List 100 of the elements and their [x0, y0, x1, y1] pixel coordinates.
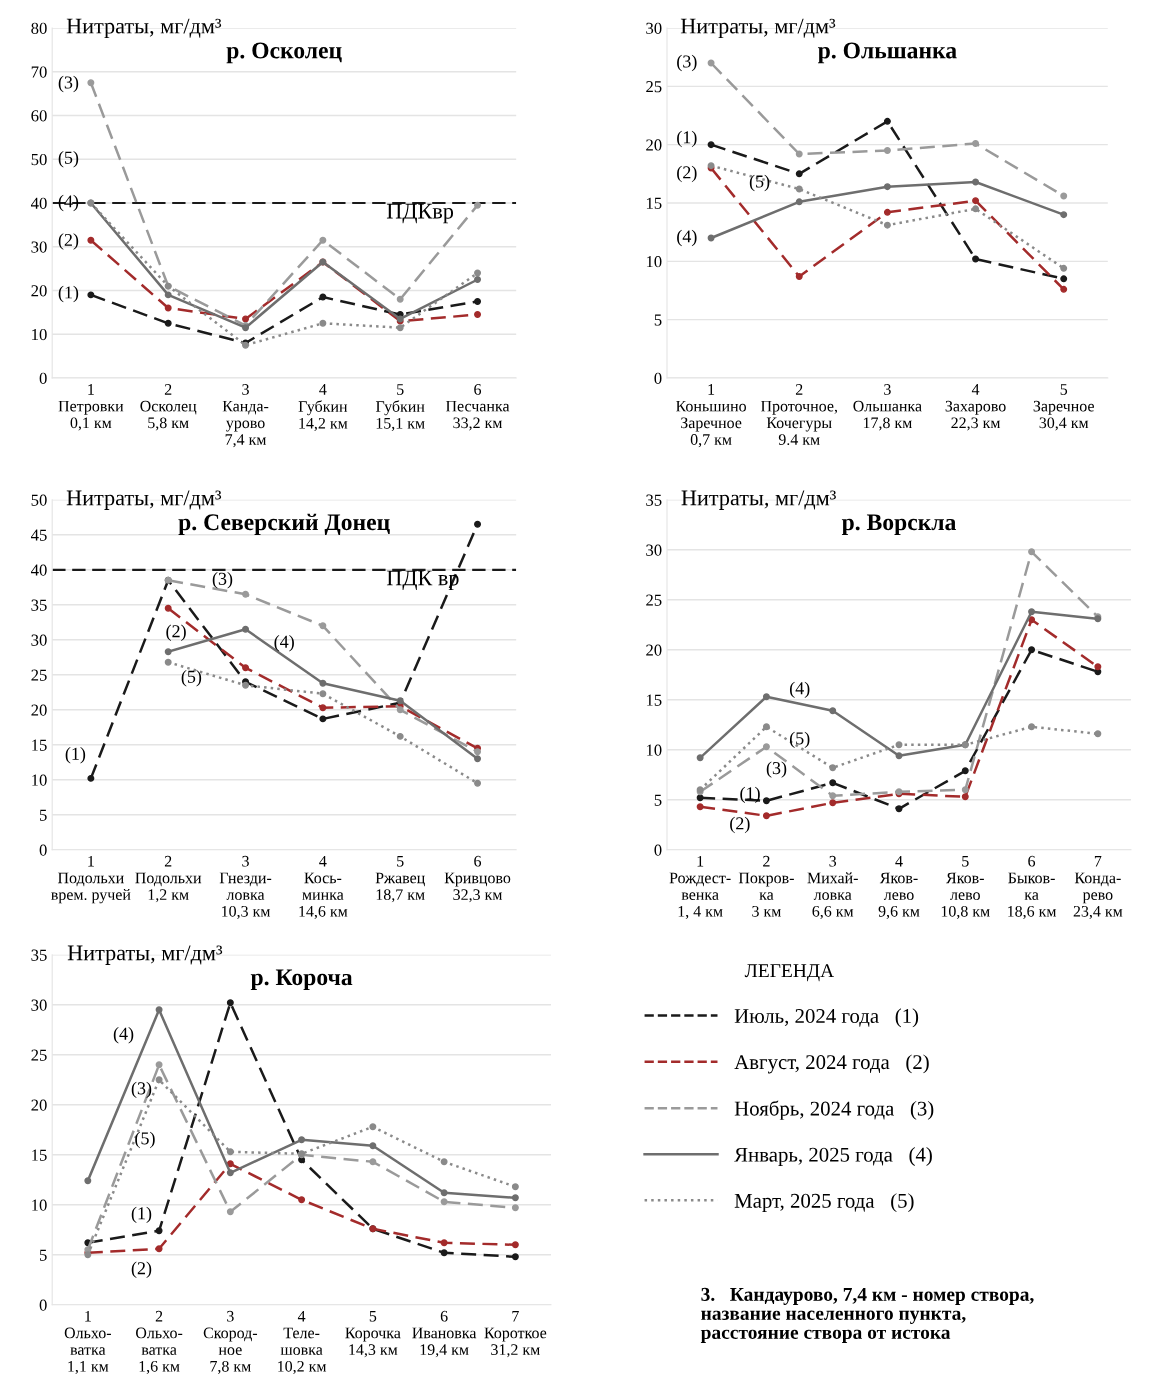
legend-label: Ноябрь, 2024 года (3): [734, 1100, 934, 1120]
y-tick-label: 30: [646, 544, 662, 556]
x-tick-label: 5 Губкин 15,1 км: [375, 384, 425, 431]
x-tick-label: 6 Кривцово 32,3 км: [444, 855, 511, 903]
y-axis-title: Нитраты, мг/дм³: [66, 18, 222, 39]
y-tick-label: 20: [646, 644, 662, 656]
x-tick-label: 2 Проточное, Кочегуры 9.4 км: [760, 384, 837, 446]
x-tick-label: 3 Скород- ное 7,8 км: [203, 1310, 258, 1374]
annotation: (4): [113, 1027, 134, 1044]
y-tick-label: 25: [31, 1049, 47, 1061]
y-tick-label: 10: [646, 256, 662, 268]
x-tick-label: 1 Петровки 0,1 км: [58, 384, 124, 431]
annotation: (2): [131, 1261, 152, 1278]
y-axis-title: Нитраты, мг/дм³: [66, 490, 222, 510]
y-tick-label: 0: [39, 372, 47, 384]
x-tick-label: 5 Корочка 14,3 км: [345, 1310, 401, 1358]
annotation: (3): [677, 54, 697, 72]
y-tick-label: 20: [31, 704, 47, 716]
annotation: (4): [677, 229, 697, 247]
y-tick-label: 10: [32, 1199, 47, 1211]
x-tick-label: 2 Покров- ка 3 км: [738, 855, 794, 917]
annotation: (4): [789, 681, 810, 699]
x-tick-label: 3 Гнезди- ловка 10,3 км: [219, 855, 272, 919]
y-tick-label: 30: [31, 241, 47, 253]
y-tick-label: 60: [31, 110, 47, 122]
y-axis-title: Нитраты, мг/дм³: [67, 945, 223, 965]
annotation: (2): [58, 233, 79, 250]
x-tick-label: 3 Канда- урово 7,4 км: [222, 384, 269, 448]
x-tick-label: 4 Яков- лево 9,6 км: [878, 855, 920, 919]
y-tick-label: 5: [39, 809, 47, 821]
legend-label: Июль, 2024 года (1): [734, 1008, 919, 1028]
annotation: (4): [274, 635, 294, 652]
y-tick-label: 30: [31, 634, 47, 646]
annotation: (3): [131, 1081, 152, 1099]
x-tick-label: 1 Подольхи врем. ручей: [51, 855, 131, 904]
annotation: (3): [766, 761, 787, 778]
text: р. Короча: [250, 969, 353, 990]
y-tick-label: 25: [31, 669, 47, 681]
x-tick-label: 4 Захарово 22,3 км: [945, 384, 1006, 431]
x-tick-label: 6 Песчанка 33,2 км: [445, 384, 510, 431]
x-tick-label: 1 Рождест- венка 1, 4 км: [669, 855, 731, 919]
y-tick-label: 25: [646, 594, 662, 606]
y-tick-label: 35: [31, 599, 47, 611]
y-tick-label: 15: [32, 1149, 47, 1161]
annotation: (1): [677, 130, 697, 148]
y-tick-label: 5: [39, 1249, 47, 1261]
annotation: (5): [789, 731, 810, 749]
y-tick-label: 50: [31, 153, 47, 166]
x-tick-label: 3 Михай- ловка 6,6 км: [807, 855, 858, 919]
annotation: (1): [131, 1206, 152, 1224]
x-tick-label: 6 Ивановка 19,4 км: [412, 1310, 477, 1358]
y-tick-label: 35: [31, 949, 47, 961]
x-tick-label: 2 Осколец 5,8 км: [140, 384, 197, 431]
text: р. Ворскла: [841, 514, 957, 535]
y-tick-label: 35: [646, 494, 662, 506]
y-axis-title: Нитраты, мг/дм³: [680, 18, 836, 39]
y-tick-label: 80: [31, 22, 47, 34]
x-tick-label: 7 Короткое 31,2 км: [484, 1310, 547, 1358]
legend-label: Март, 2025 года (5): [734, 1193, 914, 1213]
annotation: (2): [677, 165, 697, 183]
x-tick-label: 3 Ольшанка 17,8 км: [853, 384, 922, 431]
x-tick-label: 2 Ольхо- ватка 1,6 км: [136, 1310, 183, 1374]
annotation: (5): [749, 174, 770, 192]
annotation: (1): [58, 285, 79, 303]
annotation: (5): [58, 151, 79, 168]
annotation: (3): [212, 572, 233, 589]
y-tick-label: 0: [654, 372, 662, 384]
legend-label: Август, 2024 года (2): [734, 1054, 929, 1074]
text: 3. Кандаурово, 7,4 км - номер створа, название населенного пункта, расстояние створа от истока: [700, 1287, 1034, 1343]
x-tick-label: 4 Кось- минка 14,6 км: [299, 855, 348, 919]
ref-line-label: ПДКвр: [386, 203, 454, 224]
x-tick-label: 1 Ольхо- ватка 1,1 км: [64, 1310, 111, 1374]
y-tick-label: 5: [654, 314, 662, 326]
text: р. Ольшанка: [817, 42, 957, 64]
y-tick-label: 20: [31, 1099, 47, 1111]
annotation: (5): [181, 670, 202, 687]
y-tick-label: 15: [646, 694, 662, 706]
y-tick-label: 0: [39, 1299, 47, 1311]
y-tick-label: 10: [32, 328, 47, 341]
y-tick-label: 20: [31, 285, 47, 297]
y-tick-label: 10: [646, 744, 662, 756]
annotation: (3): [58, 75, 79, 93]
x-tick-label: 6 Быков- ка 18,6 км: [1008, 855, 1057, 919]
y-tick-label: 20: [646, 139, 662, 151]
x-tick-label: 5 Заречное 30,4 км: [1033, 384, 1094, 431]
y-tick-label: 30: [646, 22, 662, 34]
x-tick-label: 7 Конда- рево 23,4 км: [1073, 855, 1123, 919]
y-tick-label: 5: [654, 794, 662, 806]
legend-title: ЛЕГЕНДА: [744, 964, 835, 982]
annotation: (5): [135, 1131, 155, 1149]
y-tick-label: 50: [31, 494, 47, 506]
x-tick-label: 4 Губкин 14,2 км: [298, 384, 348, 431]
y-tick-label: 70: [31, 66, 47, 78]
y-tick-label: 45: [31, 529, 47, 541]
y-tick-label: 25: [646, 81, 662, 93]
x-tick-label: 4 Теле- шовка 10,2 км: [278, 1310, 327, 1374]
text: р. Северский Донец: [178, 513, 390, 536]
x-tick-label: 1 Коньшино Заречное 0,7 км: [676, 384, 746, 448]
x-tick-label: 2 Подольхи 1,2 км: [135, 855, 202, 903]
y-tick-label: 30: [31, 999, 47, 1011]
